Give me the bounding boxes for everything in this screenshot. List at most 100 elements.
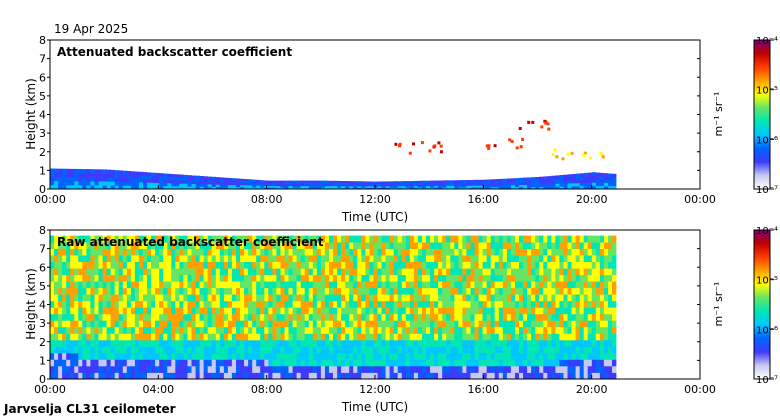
- heatmap-cell: [333, 184, 338, 187]
- heatmap-cell: [292, 339, 297, 347]
- heatmap-cell: [612, 268, 617, 276]
- heatmap-cell: [527, 326, 532, 334]
- heatmap-cell: [608, 320, 613, 328]
- heatmap-cell: [571, 313, 576, 321]
- heatmap-cell: [292, 180, 297, 183]
- heatmap-cell: [567, 352, 572, 360]
- heatmap-cell: [130, 300, 136, 308]
- heatmap-cell: [134, 307, 140, 315]
- heatmap-cell: [381, 352, 386, 360]
- heatmap-cell: [106, 339, 111, 347]
- heatmap-cell: [341, 359, 346, 367]
- heatmap-cell: [377, 281, 382, 289]
- heatmap-cell: [357, 255, 362, 262]
- heatmap-cell: [474, 333, 479, 341]
- heatmap-cell: [54, 172, 59, 178]
- heatmap-cell: [438, 352, 443, 360]
- heatmap-cell: [114, 359, 120, 367]
- heatmap-cell: [191, 175, 196, 179]
- heatmap-cell: [227, 346, 233, 354]
- heatmap-cell: [361, 281, 366, 289]
- heatmap-cell: [595, 281, 601, 289]
- y-tick-label: 2: [39, 336, 46, 349]
- heatmap-cell: [417, 261, 423, 269]
- heatmap-cell: [244, 183, 249, 186]
- cloud-signal: [582, 153, 586, 157]
- heatmap-cell: [70, 372, 75, 380]
- heatmap-cell: [446, 261, 451, 269]
- heatmap-cell: [539, 300, 544, 308]
- heatmap-cell: [50, 294, 55, 302]
- heatmap-cell: [337, 313, 342, 321]
- heatmap-cell: [401, 326, 407, 334]
- heatmap-cell: [138, 185, 144, 190]
- heatmap-cell: [195, 255, 200, 262]
- heatmap-cell: [612, 366, 617, 373]
- heatmap-cell: [446, 320, 451, 328]
- heatmap-cell: [612, 359, 617, 367]
- heatmap-cell: [470, 268, 475, 276]
- heatmap-cell: [219, 313, 225, 321]
- heatmap-cell: [579, 176, 585, 180]
- heatmap-cell: [349, 359, 354, 367]
- heatmap-cell: [231, 186, 237, 190]
- heatmap-cell: [70, 287, 75, 295]
- heatmap-cell: [377, 307, 382, 315]
- heatmap-cell: [320, 261, 326, 269]
- heatmap-cell: [385, 187, 390, 190]
- heatmap-cell: [466, 185, 471, 188]
- heatmap-cell: [523, 326, 528, 334]
- heatmap-cell: [118, 372, 124, 380]
- heatmap-cell: [304, 372, 310, 380]
- heatmap-cell: [74, 352, 79, 360]
- x-tick-label: 04:00: [142, 383, 174, 396]
- heatmap-cell: [365, 359, 370, 367]
- heatmap-cell: [320, 287, 326, 295]
- heatmap-cell: [377, 235, 382, 243]
- heatmap-cell: [470, 372, 475, 380]
- heatmap-cell: [612, 313, 617, 321]
- heatmap-cell: [583, 268, 589, 276]
- heatmap-cell: [260, 242, 265, 249]
- heatmap-cell: [434, 366, 439, 373]
- heatmap-cell: [426, 242, 431, 249]
- heatmap-cell: [555, 320, 560, 328]
- heatmap-cell: [98, 185, 103, 190]
- heatmap-cell: [612, 326, 617, 334]
- heatmap-cell: [66, 333, 71, 341]
- heatmap-cell: [510, 313, 516, 321]
- heatmap-cell: [478, 346, 483, 354]
- heatmap-cell: [608, 333, 613, 341]
- heatmap-cell: [357, 333, 362, 341]
- heatmap-cell: [126, 261, 132, 269]
- heatmap-cell: [138, 175, 144, 180]
- heatmap-cell: [397, 346, 403, 354]
- heatmap-cell: [86, 339, 91, 347]
- heatmap-cell: [506, 268, 512, 276]
- heatmap-cell: [575, 300, 580, 308]
- heatmap-cell: [280, 320, 285, 328]
- heatmap-cell: [381, 313, 386, 321]
- heatmap-cell: [595, 255, 601, 262]
- heatmap-cell: [345, 255, 350, 262]
- heatmap-cell: [482, 235, 487, 243]
- heatmap-cell: [195, 287, 200, 295]
- heatmap-cell: [454, 320, 459, 328]
- heatmap-cell: [276, 268, 281, 276]
- heatmap-cell: [498, 185, 504, 188]
- heatmap-cell: [329, 185, 334, 188]
- heatmap-cell: [256, 181, 261, 184]
- heatmap-cell: [458, 242, 463, 249]
- heatmap-cell: [519, 307, 524, 315]
- heatmap-cell: [195, 294, 200, 302]
- heatmap-cell: [211, 326, 217, 334]
- heatmap-cell: [324, 255, 330, 262]
- heatmap-cell: [531, 307, 536, 315]
- heatmap-cell: [199, 274, 204, 282]
- heatmap-cell: [409, 359, 415, 367]
- heatmap-cell: [409, 274, 415, 282]
- heatmap-cell: [110, 300, 115, 308]
- heatmap-cell: [308, 313, 314, 321]
- heatmap-cell: [454, 235, 459, 243]
- heatmap-cell: [502, 248, 508, 256]
